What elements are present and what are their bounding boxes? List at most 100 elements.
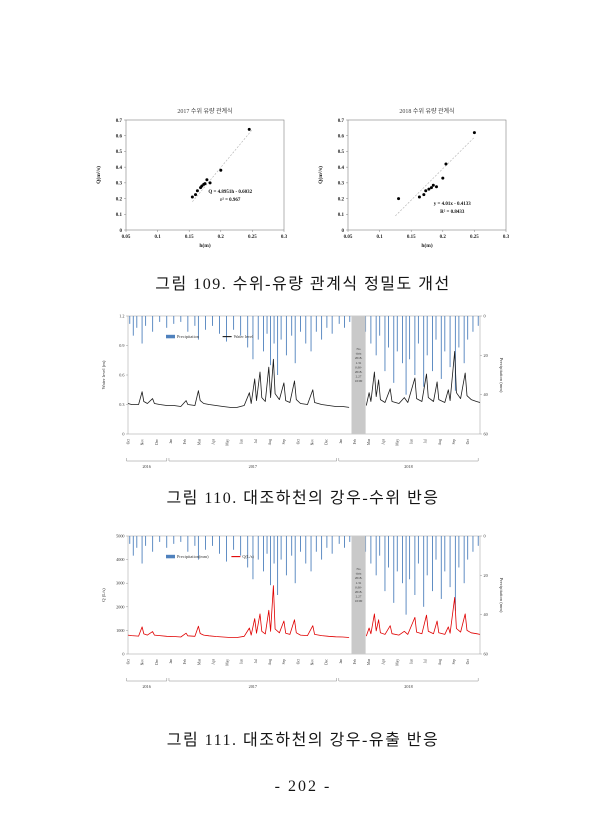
svg-text:0.15: 0.15 (407, 235, 416, 240)
svg-text:Sep: Sep (282, 659, 286, 665)
svg-text:No: No (357, 567, 361, 571)
svg-text:Aug: Aug (268, 439, 272, 445)
svg-text:0:30-: 0:30- (355, 585, 362, 589)
svg-text:2018.: 2018. (355, 370, 363, 374)
scatter-plot-2017: 0 0.1 0.2 0.3 0.4 0.5 0.6 0.7 0.05 0.1 0.15 0.2 0.25… (95, 107, 288, 249)
svg-text:0.2: 0.2 (440, 235, 447, 240)
svg-text:0.2: 0.2 (116, 197, 123, 202)
svg-text:Nov: Nov (310, 659, 314, 665)
rain-waterlevel-chart: 0 0.3 0.6 0.9 1.2 0 20 40 60 Water level (m) Preci… (101, 314, 504, 470)
svg-text:Water level: Water level (234, 334, 254, 339)
svg-text:Water level (m): Water level (m) (101, 360, 106, 389)
svg-text:Mar: Mar (367, 438, 371, 445)
svg-text:data: data (356, 572, 362, 576)
svg-text:0.05: 0.05 (344, 235, 353, 240)
svg-text:2018 수위 유량 관계식: 2018 수위 유량 관계식 (399, 107, 454, 115)
figure-109-caption: 그림 109. 수위-유량 관계식 정밀도 개선 (155, 276, 451, 293)
svg-text:0.1: 0.1 (154, 235, 161, 240)
svg-text:1.31: 1.31 (356, 581, 362, 585)
svg-text:Apr: Apr (211, 658, 215, 664)
svg-text:2018.: 2018. (355, 590, 363, 594)
svg-text:Oct: Oct (296, 439, 300, 444)
svg-text:0.3: 0.3 (503, 235, 510, 240)
svg-text:Q(m³/s): Q(m³/s) (95, 166, 102, 184)
svg-text:0: 0 (122, 652, 124, 657)
svg-text:Apr: Apr (381, 658, 385, 664)
svg-text:Precipitation: Precipitation (177, 334, 200, 339)
svg-text:Jul: Jul (254, 439, 258, 443)
svg-text:Jun: Jun (240, 659, 244, 664)
svg-text:0: 0 (342, 229, 345, 234)
svg-text:0.1: 0.1 (376, 235, 383, 240)
svg-text:2000: 2000 (116, 604, 124, 609)
svg-text:1.2: 1.2 (119, 314, 124, 319)
svg-text:0: 0 (484, 314, 486, 319)
svg-text:Q(L/s): Q(L/s) (242, 554, 254, 559)
svg-text:May: May (226, 439, 230, 446)
figure-111-caption: 그림 111. 대조하천의 강우-유출 반응 (166, 732, 440, 749)
svg-text:Sep: Sep (452, 439, 456, 445)
svg-text:Mar: Mar (197, 658, 201, 665)
svg-text:Oct: Oct (296, 659, 300, 664)
svg-text:0.3: 0.3 (116, 182, 123, 187)
svg-text:Jan: Jan (339, 659, 343, 664)
svg-text:0.6: 0.6 (338, 135, 345, 140)
svg-text:0.9: 0.9 (119, 343, 124, 348)
svg-text:Aug: Aug (438, 659, 442, 665)
svg-text:Jun: Jun (240, 439, 244, 444)
svg-text:0.25: 0.25 (248, 235, 257, 240)
svg-text:2017: 2017 (249, 684, 257, 689)
svg-text:R² = 0.8433: R² = 0.8433 (440, 209, 465, 215)
svg-text:20: 20 (484, 573, 488, 578)
svg-text:Mar: Mar (197, 438, 201, 445)
svg-text:Sep: Sep (452, 659, 456, 665)
svg-text:data: data (356, 352, 362, 356)
svg-text:0.3: 0.3 (281, 235, 288, 240)
svg-text:2016: 2016 (142, 684, 150, 689)
svg-text:Dec: Dec (325, 659, 329, 665)
svg-text:0: 0 (120, 229, 123, 234)
svg-text:0.6: 0.6 (116, 135, 123, 140)
svg-text:Feb: Feb (183, 659, 187, 665)
svg-text:2017 수위 유량 관계식: 2017 수위 유량 관계식 (177, 107, 232, 115)
svg-text:0.1: 0.1 (338, 213, 345, 218)
svg-text:0:30-: 0:30- (355, 365, 362, 369)
svg-text:20: 20 (484, 353, 488, 358)
svg-text:0.2: 0.2 (338, 197, 345, 202)
svg-text:Oct: Oct (466, 659, 470, 664)
svg-text:2.27: 2.27 (356, 375, 362, 379)
svg-text:Jul: Jul (424, 659, 428, 663)
svg-text:0.5: 0.5 (338, 150, 345, 155)
svg-text:0.25: 0.25 (470, 235, 479, 240)
figure-109-row: 0 0.1 0.2 0.3 0.4 0.5 0.6 0.7 0.05 0.1 0.15 0.2 0.25… (0, 0, 606, 256)
svg-text:Jun: Jun (410, 439, 414, 444)
svg-text:0.4: 0.4 (338, 166, 345, 171)
svg-text:0.7: 0.7 (338, 119, 345, 124)
svg-text:2018.: 2018. (355, 576, 363, 580)
svg-text:Feb: Feb (183, 439, 187, 445)
svg-text:40: 40 (484, 392, 488, 397)
figure-110-caption: 그림 110. 대조하천의 강우-수위 반응 (166, 490, 440, 507)
svg-text:0: 0 (122, 432, 124, 437)
svg-text:1.31: 1.31 (356, 361, 362, 365)
svg-text:Jul: Jul (254, 659, 258, 663)
svg-text:5000: 5000 (116, 534, 124, 539)
svg-text:3000: 3000 (116, 581, 124, 586)
svg-text:Nov: Nov (310, 439, 314, 445)
rain-discharge-chart: 0 1000 2000 3000 4000 5000 0 20 40 60 Q (L/s) Preci… (101, 534, 504, 690)
svg-text:h(m): h(m) (199, 242, 210, 249)
svg-text:0.05: 0.05 (122, 235, 131, 240)
svg-text:60: 60 (484, 652, 488, 657)
svg-text:1000: 1000 (116, 628, 124, 633)
svg-text:Aug: Aug (268, 659, 272, 665)
svg-text:10:00: 10:00 (355, 379, 363, 383)
svg-text:Aug: Aug (438, 439, 442, 445)
svg-text:Dec: Dec (155, 659, 159, 665)
svg-text:2016: 2016 (142, 464, 150, 469)
svg-text:40: 40 (484, 612, 488, 617)
svg-text:Jun: Jun (410, 659, 414, 664)
svg-text:60: 60 (484, 432, 488, 437)
svg-text:2.27: 2.27 (356, 595, 362, 599)
svg-text:Precipitation (mm): Precipitation (mm) (499, 578, 504, 613)
